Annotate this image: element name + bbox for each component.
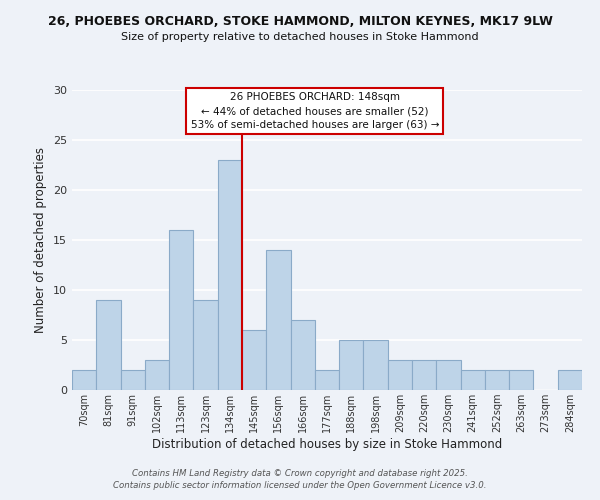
- Bar: [412, 360, 436, 390]
- Bar: [461, 370, 485, 390]
- Y-axis label: Number of detached properties: Number of detached properties: [34, 147, 47, 333]
- Bar: [436, 360, 461, 390]
- Bar: [145, 360, 169, 390]
- Text: Contains HM Land Registry data © Crown copyright and database right 2025.: Contains HM Land Registry data © Crown c…: [132, 468, 468, 477]
- Text: 26, PHOEBES ORCHARD, STOKE HAMMOND, MILTON KEYNES, MK17 9LW: 26, PHOEBES ORCHARD, STOKE HAMMOND, MILT…: [47, 15, 553, 28]
- Bar: [558, 370, 582, 390]
- Bar: [290, 320, 315, 390]
- Text: 26 PHOEBES ORCHARD: 148sqm
← 44% of detached houses are smaller (52)
53% of semi: 26 PHOEBES ORCHARD: 148sqm ← 44% of deta…: [191, 92, 439, 130]
- Text: Size of property relative to detached houses in Stoke Hammond: Size of property relative to detached ho…: [121, 32, 479, 42]
- Bar: [315, 370, 339, 390]
- Bar: [509, 370, 533, 390]
- Bar: [121, 370, 145, 390]
- Bar: [364, 340, 388, 390]
- Bar: [169, 230, 193, 390]
- Bar: [266, 250, 290, 390]
- Bar: [485, 370, 509, 390]
- Bar: [72, 370, 96, 390]
- Bar: [218, 160, 242, 390]
- Bar: [193, 300, 218, 390]
- Bar: [339, 340, 364, 390]
- Bar: [96, 300, 121, 390]
- Bar: [242, 330, 266, 390]
- Bar: [388, 360, 412, 390]
- X-axis label: Distribution of detached houses by size in Stoke Hammond: Distribution of detached houses by size …: [152, 438, 502, 451]
- Text: Contains public sector information licensed under the Open Government Licence v3: Contains public sector information licen…: [113, 481, 487, 490]
